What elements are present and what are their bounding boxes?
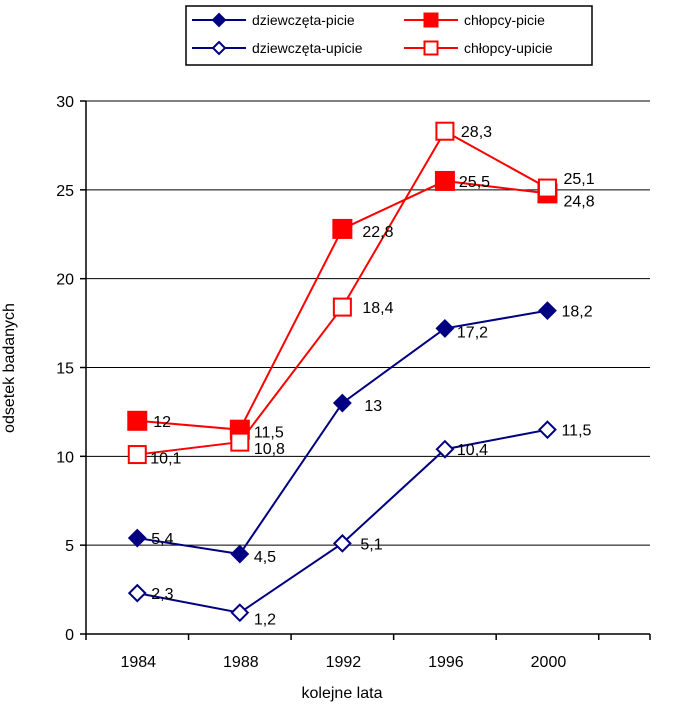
data-label: 25,5 — [459, 174, 490, 191]
data-point-marker — [332, 533, 352, 553]
x-tick-label: 1992 — [326, 654, 362, 671]
legend-entry-label: chłopcy-picie — [464, 12, 545, 28]
legend-entry-label: dziewczęta-upicie — [252, 40, 363, 56]
series-layer — [127, 121, 558, 623]
data-point-marker — [332, 218, 353, 239]
data-label: 11,5 — [254, 425, 284, 442]
x-axis-label: kolejne lata — [302, 685, 383, 702]
data-label: 18,4 — [362, 300, 393, 317]
data-point-marker — [332, 297, 352, 317]
y-tick-label: 10 — [56, 449, 74, 466]
legend-entry-label: dziewczęta-picie — [252, 12, 355, 28]
data-label: 18,2 — [561, 304, 592, 321]
data-label: 2,3 — [151, 586, 173, 603]
data-point-marker — [211, 12, 227, 28]
data-label: 10,4 — [457, 442, 488, 459]
y-axis-label: odsetek badanych — [1, 303, 18, 433]
data-point-marker — [434, 170, 455, 191]
y-tick-label: 20 — [56, 272, 74, 289]
y-tick-label: 5 — [65, 538, 74, 555]
series-line — [137, 309, 548, 556]
data-point-marker — [435, 439, 455, 459]
legend: dziewczęta-picie chłopcy-picie dziewczęta-… — [185, 5, 593, 66]
y-tick-label: 0 — [65, 627, 74, 644]
x-tick-label: 1984 — [120, 654, 156, 671]
axes: 0 5 10 15 20 25 30 1984 1988 1992 1996 2000 — [56, 94, 651, 671]
data-point-marker — [537, 178, 557, 198]
data-point-marker — [127, 445, 147, 465]
data-label: 12 — [153, 414, 171, 431]
data-point-marker — [538, 420, 557, 440]
data-label: 10,1 — [150, 451, 181, 468]
data-label: 11,5 — [561, 423, 591, 440]
data-label: 1,2 — [254, 612, 276, 629]
legend-entry-label: chłopcy-upicie — [464, 40, 553, 56]
data-point-marker — [435, 121, 455, 141]
data-label: 5,1 — [360, 536, 382, 553]
data-label: 17,2 — [457, 324, 488, 341]
data-label: 10,8 — [254, 441, 285, 458]
y-tick-label: 15 — [56, 361, 74, 378]
data-point-marker — [230, 603, 250, 623]
data-label: 13 — [364, 398, 382, 415]
data-point-marker — [230, 544, 250, 564]
data-label: 22,8 — [362, 224, 393, 241]
data-point-marker — [127, 528, 147, 548]
y-tick-label: 25 — [56, 183, 74, 200]
data-labels: 5,4 4,5 13 17,2 18,2 12 11,5 22,8 25,5 24,8 2,3 1,2… — [150, 124, 594, 628]
x-tick-label: 2000 — [531, 654, 567, 671]
data-point-marker — [538, 301, 557, 321]
x-tick-label: 1996 — [428, 654, 464, 671]
x-tick-label: 1988 — [223, 654, 259, 671]
data-point-marker — [332, 393, 352, 413]
data-point-marker — [423, 40, 439, 56]
data-label: 25,1 — [563, 171, 594, 188]
data-label: 24,8 — [563, 193, 594, 210]
data-label: 5,4 — [151, 531, 173, 548]
y-tick-label: 30 — [56, 94, 74, 111]
data-point-marker — [127, 410, 148, 431]
data-point-marker — [435, 318, 455, 338]
gridlines — [86, 100, 650, 546]
data-point-marker — [230, 432, 250, 452]
data-point-marker — [211, 40, 227, 56]
data-label: 28,3 — [461, 124, 492, 141]
legend-box — [185, 5, 593, 66]
data-point-marker — [127, 583, 147, 603]
data-label: 4,5 — [254, 549, 276, 566]
data-point-marker — [423, 12, 439, 28]
